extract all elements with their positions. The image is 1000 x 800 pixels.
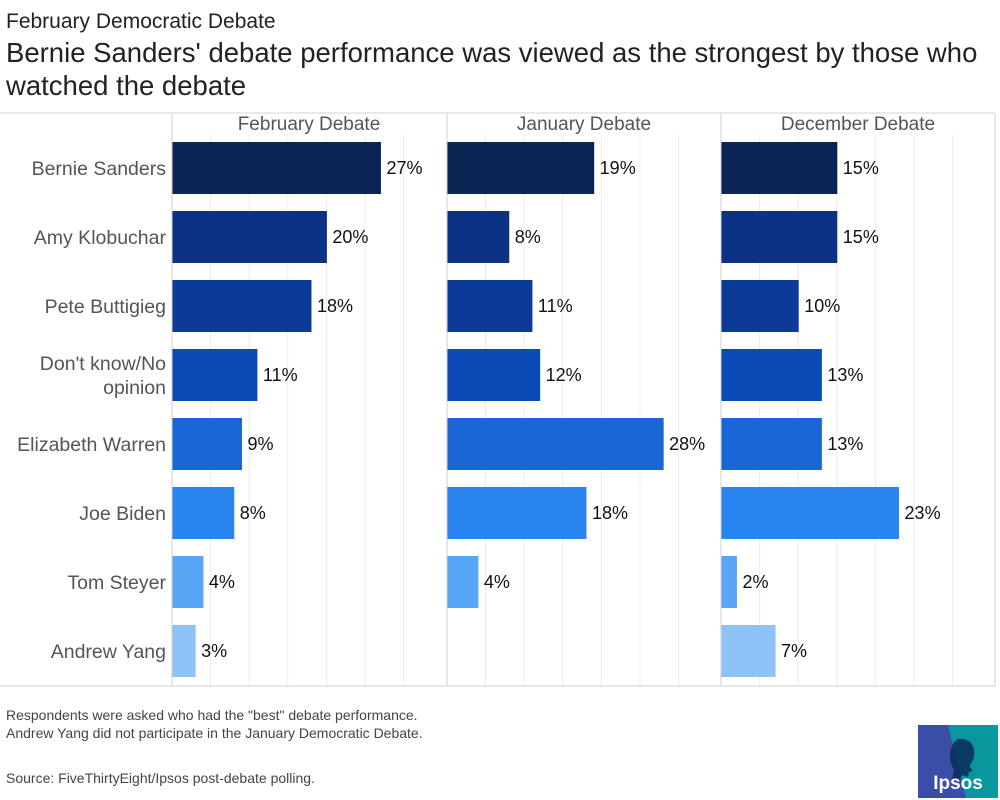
data-label-december-debate-bernie-sanders: 15% (843, 158, 879, 178)
bar-january-debate-don-t-know-no-opinion (447, 349, 541, 401)
data-label-january-debate-bernie-sanders: 19% (600, 158, 636, 178)
bar-december-debate-joe-biden (721, 487, 900, 539)
bar-february-debate-don-t-know-no-opinion (172, 349, 258, 401)
bar-december-debate-pete-buttigieg (721, 280, 799, 332)
bar-february-debate-bernie-sanders (172, 142, 381, 194)
panel-title-december-debate: December Debate (781, 114, 935, 135)
logo-text: Ipsos (933, 773, 983, 794)
bar-february-debate-tom-steyer (172, 556, 204, 608)
data-label-december-debate-tom-steyer: 2% (742, 572, 768, 592)
bar-january-debate-elizabeth-warren (447, 418, 664, 470)
data-label-february-debate-elizabeth-warren: 9% (247, 434, 273, 454)
bar-february-debate-andrew-yang (172, 625, 196, 677)
data-label-january-debate-elizabeth-warren: 28% (669, 434, 705, 454)
source-note: Source: FiveThirtyEight/Ipsos post-debat… (6, 770, 315, 786)
chart-title: Bernie Sanders' debate performance was v… (6, 37, 978, 101)
data-label-february-debate-don-t-know-no-opinion: 11% (263, 365, 298, 385)
faceted-bar-chart: February Debate 27% 20% 18% 11% 9% 8% 4% 3% Janua… (0, 112, 996, 687)
bar-december-debate-bernie-sanders (721, 142, 838, 194)
ipsos-logo: Ipsos (918, 725, 998, 798)
bar-january-debate-joe-biden (447, 487, 587, 539)
panel-title-february-debate: February Debate (238, 114, 381, 135)
category-label-tom-steyer: Tom Steyer (67, 572, 166, 594)
category-label-elizabeth-warren: Elizabeth Warren (17, 434, 166, 456)
data-label-december-debate-amy-klobuchar: 15% (843, 227, 879, 247)
category-label-joe-biden: Joe Biden (79, 503, 166, 525)
bar-february-debate-pete-buttigieg (172, 280, 312, 332)
data-label-february-debate-andrew-yang: 3% (201, 641, 227, 661)
category-label-don-t-know-no-opinion: Don't know/No (40, 353, 166, 375)
data-label-february-debate-bernie-sanders: 27% (386, 158, 422, 178)
data-label-january-debate-don-t-know-no-opinion: 12% (546, 365, 582, 385)
data-label-january-debate-pete-buttigieg: 11% (538, 296, 573, 316)
bar-december-debate-amy-klobuchar (721, 211, 838, 263)
bar-february-debate-elizabeth-warren (172, 418, 242, 470)
data-label-february-debate-amy-klobuchar: 20% (332, 227, 368, 247)
bar-january-debate-pete-buttigieg (447, 280, 533, 332)
chart-supertitle: February Democratic Debate (6, 10, 276, 33)
data-label-february-debate-pete-buttigieg: 18% (317, 296, 353, 316)
bar-december-debate-tom-steyer (721, 556, 737, 608)
note-line-1: Respondents were asked who had the "best… (6, 707, 418, 723)
data-label-december-debate-joe-biden: 23% (905, 503, 941, 523)
category-label-andrew-yang: Andrew Yang (51, 641, 166, 663)
data-label-december-debate-andrew-yang: 7% (781, 641, 807, 661)
data-label-december-debate-elizabeth-warren: 13% (827, 434, 863, 454)
category-label-pete-buttigieg: Pete Buttigieg (45, 296, 166, 318)
bar-january-debate-amy-klobuchar (447, 211, 510, 263)
panel-title-january-debate: January Debate (517, 114, 651, 135)
data-label-december-debate-don-t-know-no-opinion: 13% (827, 365, 863, 385)
category-label-bernie-sanders: Bernie Sanders (32, 158, 167, 180)
category-label-amy-klobuchar: Amy Klobuchar (34, 227, 167, 249)
bar-february-debate-amy-klobuchar (172, 211, 327, 263)
category-label-don-t-know-no-opinion: opinion (103, 377, 166, 399)
data-label-january-debate-joe-biden: 18% (592, 503, 628, 523)
bar-january-debate-tom-steyer (447, 556, 479, 608)
data-label-february-debate-joe-biden: 8% (240, 503, 266, 523)
bar-december-debate-andrew-yang (721, 625, 776, 677)
data-label-february-debate-tom-steyer: 4% (209, 572, 235, 592)
bar-december-debate-don-t-know-no-opinion (721, 349, 822, 401)
note-line-2: Andrew Yang did not participate in the J… (6, 725, 423, 741)
data-label-january-debate-tom-steyer: 4% (484, 572, 510, 592)
bar-february-debate-joe-biden (172, 487, 235, 539)
bar-december-debate-elizabeth-warren (721, 418, 822, 470)
bar-january-debate-bernie-sanders (447, 142, 595, 194)
data-label-january-debate-amy-klobuchar: 8% (515, 227, 541, 247)
data-label-december-debate-pete-buttigieg: 10% (804, 296, 840, 316)
